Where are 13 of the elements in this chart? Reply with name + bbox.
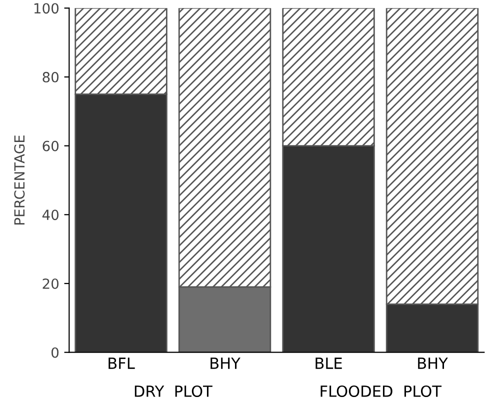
y-tick-label: 80 bbox=[42, 72, 59, 82]
text: FLOODED PLOT bbox=[320, 385, 442, 398]
y-axis-title: PERCENTAGE bbox=[14, 136, 25, 224]
x-tick-label: BLE bbox=[316, 358, 342, 369]
x-tick-label: BFL bbox=[108, 358, 135, 369]
y-tick-label: 60 bbox=[42, 140, 59, 152]
x-tick-label: BHY bbox=[418, 358, 448, 369]
x-tick-label: BHY bbox=[210, 358, 240, 369]
y-tick-label: 0 bbox=[52, 347, 59, 358]
text: DRY PLOT bbox=[134, 385, 212, 398]
y-tick-label: 40 bbox=[42, 210, 59, 220]
y-tick-label: 20 bbox=[42, 278, 59, 289]
y-tick-label: 100 bbox=[34, 3, 59, 14]
